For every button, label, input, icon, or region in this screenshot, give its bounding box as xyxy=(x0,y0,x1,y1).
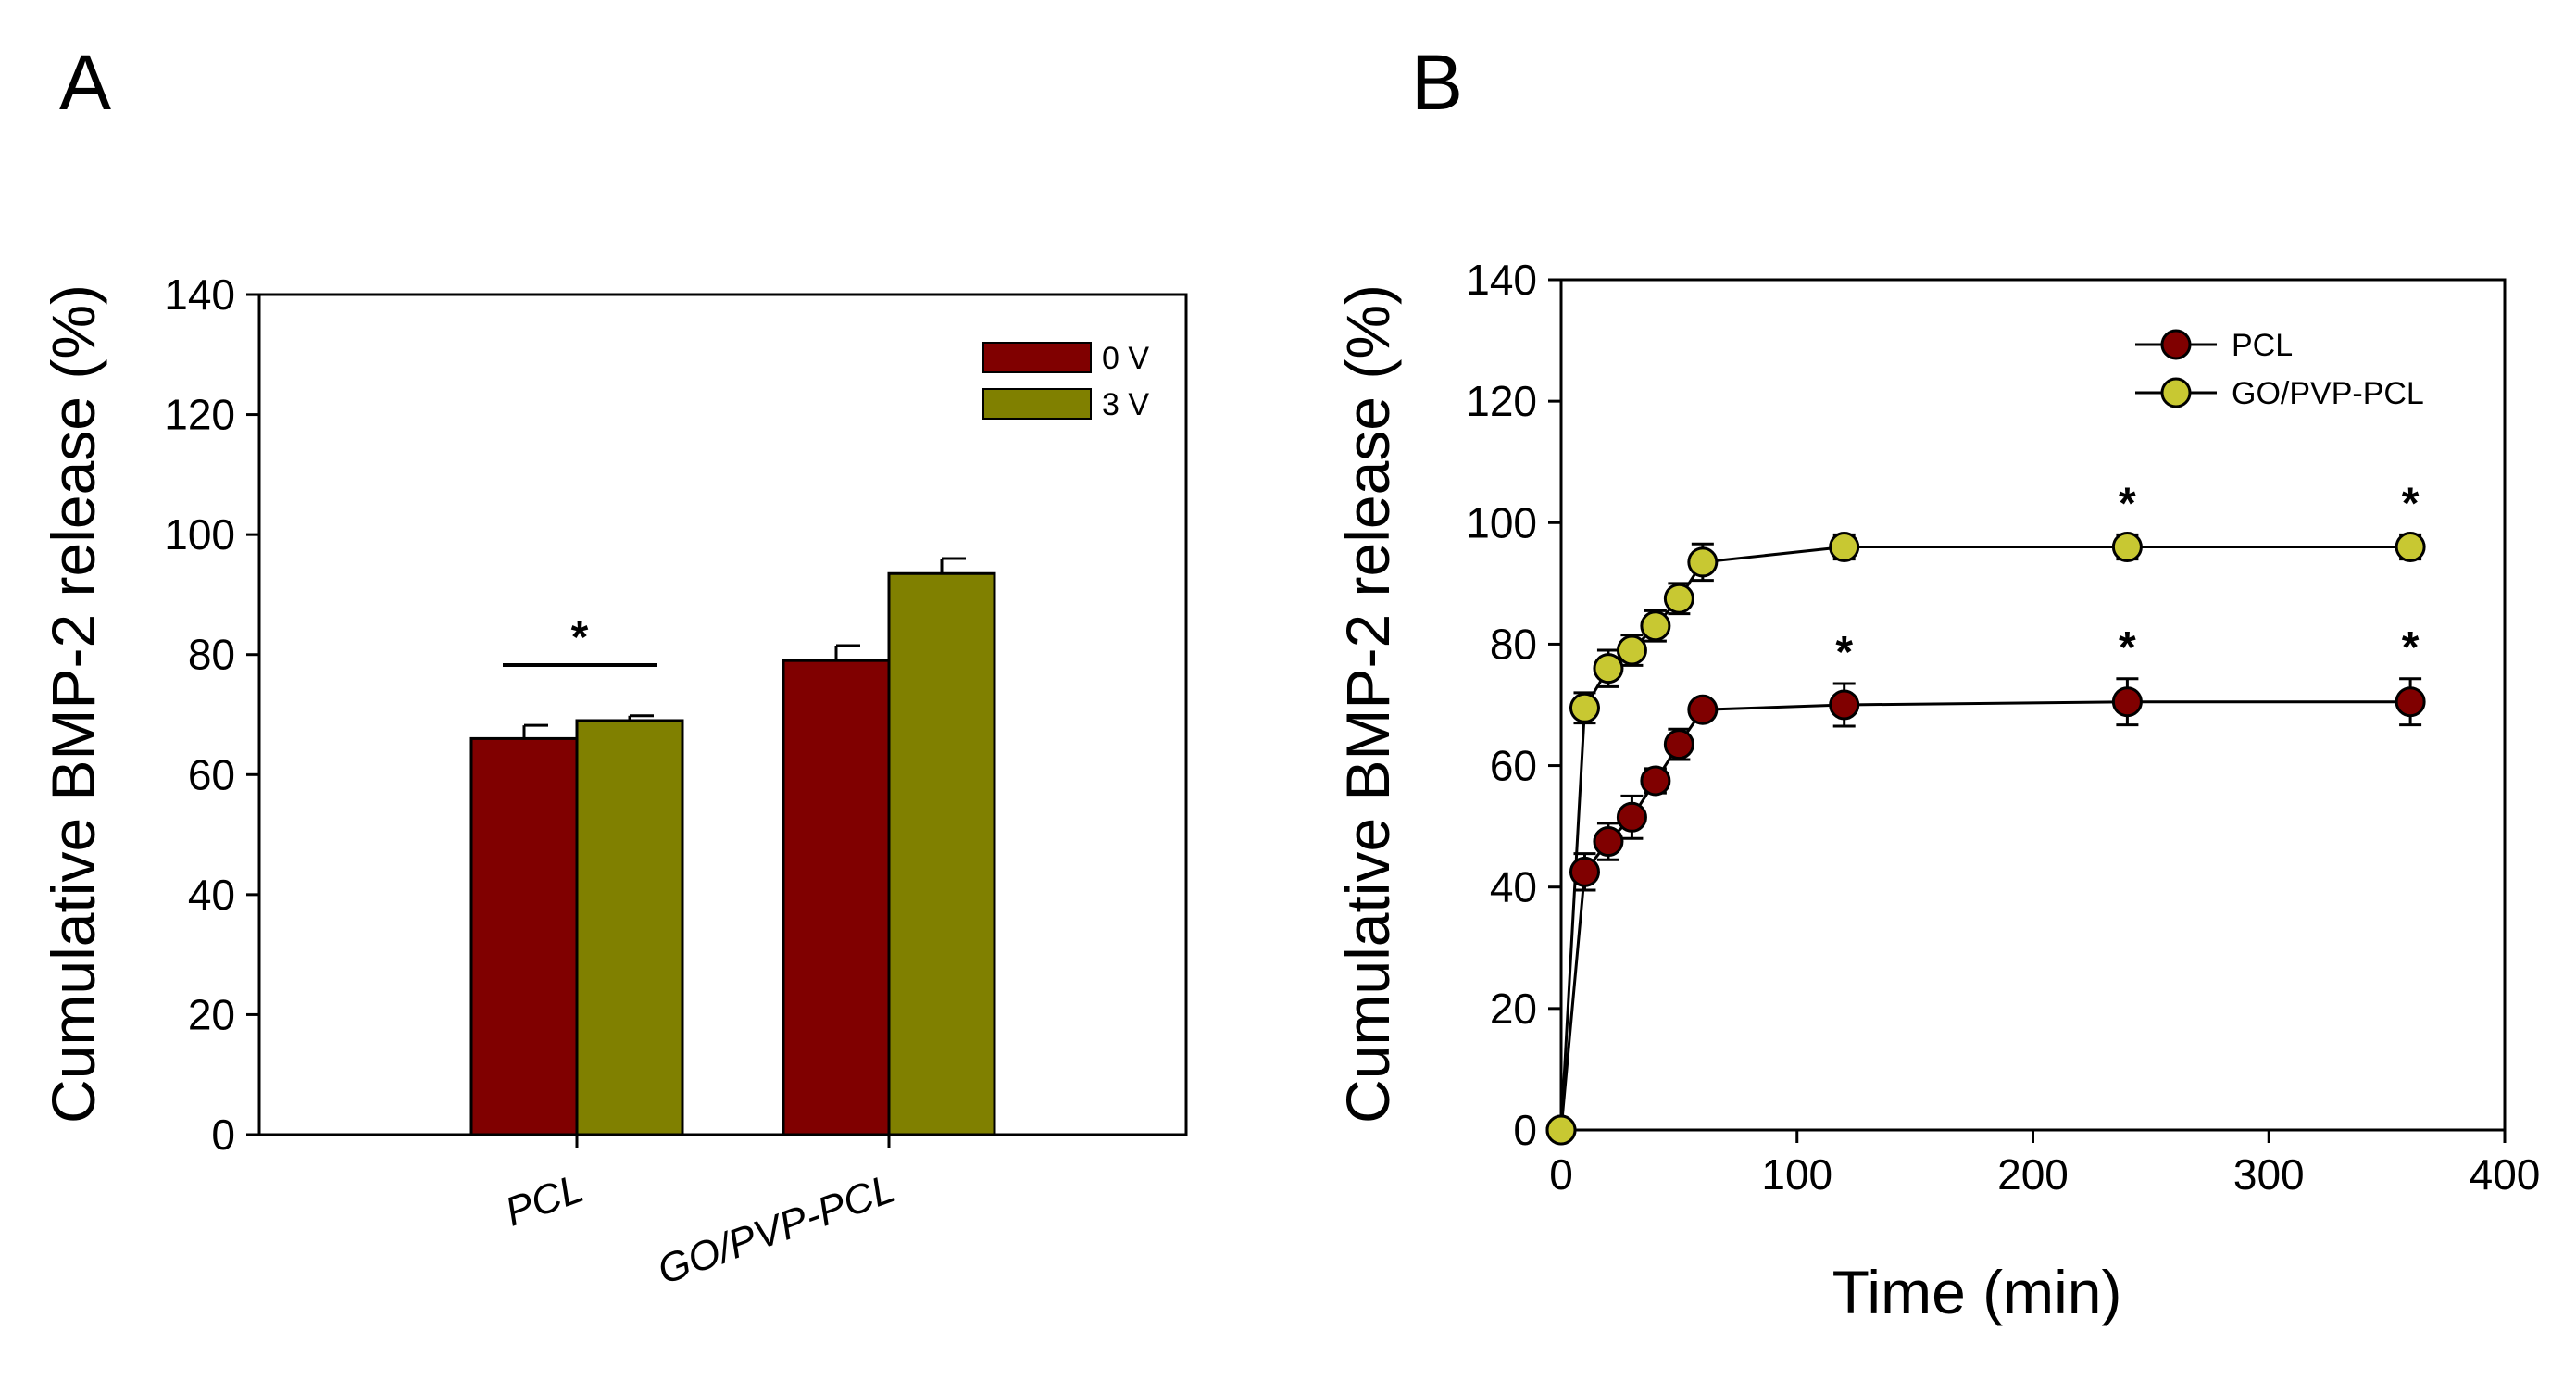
panel-a-bars xyxy=(469,557,996,1148)
y-tick-label: 40 xyxy=(1490,863,1537,911)
x-tick-label: 400 xyxy=(2470,1150,2541,1199)
x-tick-label: 200 xyxy=(1997,1150,2069,1199)
category-label: GO/PVP-PCL xyxy=(652,1165,902,1293)
panel-b-y-axis-label: Cumulative BMP-2 release (%) xyxy=(1333,284,1402,1124)
panel-a-y-axis-label: Cumulative BMP-2 release (%) xyxy=(39,284,107,1124)
significance-star: * xyxy=(2402,479,2420,528)
legend-label-3v: 3 V xyxy=(1102,387,1149,422)
panel-a-y-ticks: 0 20 40 60 80 100 120 140 xyxy=(164,270,259,1159)
data-point xyxy=(2395,686,2426,718)
y-tick-label: 60 xyxy=(1490,742,1537,790)
bar xyxy=(782,659,891,1136)
data-point xyxy=(1640,610,1671,642)
y-tick-label: 20 xyxy=(1490,985,1537,1033)
data-point xyxy=(1616,801,1647,833)
y-tick-label: 40 xyxy=(188,871,235,919)
legend-marker-pcl xyxy=(2160,329,2192,360)
data-point xyxy=(1829,532,1860,563)
y-tick-label: 80 xyxy=(188,631,235,679)
panel-a-label: A xyxy=(59,39,111,126)
y-tick-label: 20 xyxy=(188,990,235,1038)
y-tick-label: 100 xyxy=(1466,498,1537,546)
significance-star: * xyxy=(2119,479,2136,528)
x-tick-label: 100 xyxy=(1761,1150,1832,1199)
bar xyxy=(575,719,684,1136)
data-point xyxy=(1569,856,1600,887)
data-point xyxy=(1640,765,1671,797)
category-label: PCL xyxy=(499,1165,589,1235)
y-tick-label: 100 xyxy=(164,510,235,559)
panel-a: A Cumulative BMP-2 release (%) 0 20 40 60 80… xyxy=(39,39,1188,1293)
legend-marker-go-pvp-pcl xyxy=(2160,377,2192,408)
bar xyxy=(469,736,579,1136)
panel-b-x-axis-label: Time (min) xyxy=(1832,1258,2122,1326)
panel-b-y-ticks: 0 20 40 60 80 100 120 140 xyxy=(1466,256,1561,1154)
panel-a-category-labels: PCL GO/PVP-PCL xyxy=(499,1165,901,1293)
data-point xyxy=(2111,532,2143,563)
significance-star: * xyxy=(2119,623,2136,672)
panel-a-significance-star: * xyxy=(571,613,589,662)
y-tick-label: 60 xyxy=(188,750,235,798)
panel-a-plot-frame xyxy=(257,293,1188,1136)
legend-label-go-pvp-pcl: GO/PVP-PCL xyxy=(2232,376,2424,411)
series-line xyxy=(1559,546,2411,1131)
panel-b-plot-frame xyxy=(1559,278,2507,1132)
panel-a-legend: 0 V 3 V xyxy=(982,341,1149,422)
data-point xyxy=(2111,686,2143,718)
y-tick-label: 140 xyxy=(164,270,235,319)
data-point xyxy=(1663,583,1694,614)
panel-b: B Cumulative BMP-2 release (%) 0 20 40 60 80… xyxy=(1333,39,2540,1326)
y-tick-label: 0 xyxy=(211,1111,235,1159)
y-tick-label: 120 xyxy=(1466,377,1537,425)
y-tick-label: 80 xyxy=(1490,620,1537,668)
x-tick-label: 300 xyxy=(2233,1150,2305,1199)
legend-label-0v: 0 V xyxy=(1102,341,1149,376)
legend-label-pcl: PCL xyxy=(2232,328,2293,363)
data-point xyxy=(1687,694,1719,725)
x-tick-label: 0 xyxy=(1549,1150,1573,1199)
series-line xyxy=(1559,700,2411,1131)
legend-swatch-0v xyxy=(982,342,1092,373)
significance-star: * xyxy=(1835,628,1853,677)
y-tick-label: 140 xyxy=(1466,256,1537,304)
panel-b-label: B xyxy=(1411,39,1463,126)
bar xyxy=(887,571,996,1136)
data-point xyxy=(1545,1114,1577,1146)
data-point xyxy=(2395,532,2426,563)
panel-b-series: * * * * * xyxy=(1545,479,2426,1146)
data-point xyxy=(1593,826,1624,858)
data-point xyxy=(1569,692,1600,723)
y-tick-label: 0 xyxy=(1513,1106,1537,1154)
panel-b-legend: PCL GO/PVP-PCL xyxy=(2135,328,2424,411)
panel-b-x-ticks: 0 100 200 300 400 xyxy=(1549,1130,2540,1199)
data-point xyxy=(1829,689,1860,721)
data-point xyxy=(1593,653,1624,684)
data-point xyxy=(1616,634,1647,666)
legend-swatch-3v xyxy=(982,388,1092,420)
data-point xyxy=(1687,546,1719,578)
y-tick-label: 120 xyxy=(164,391,235,439)
data-point xyxy=(1663,729,1694,760)
significance-star: * xyxy=(2402,623,2420,672)
